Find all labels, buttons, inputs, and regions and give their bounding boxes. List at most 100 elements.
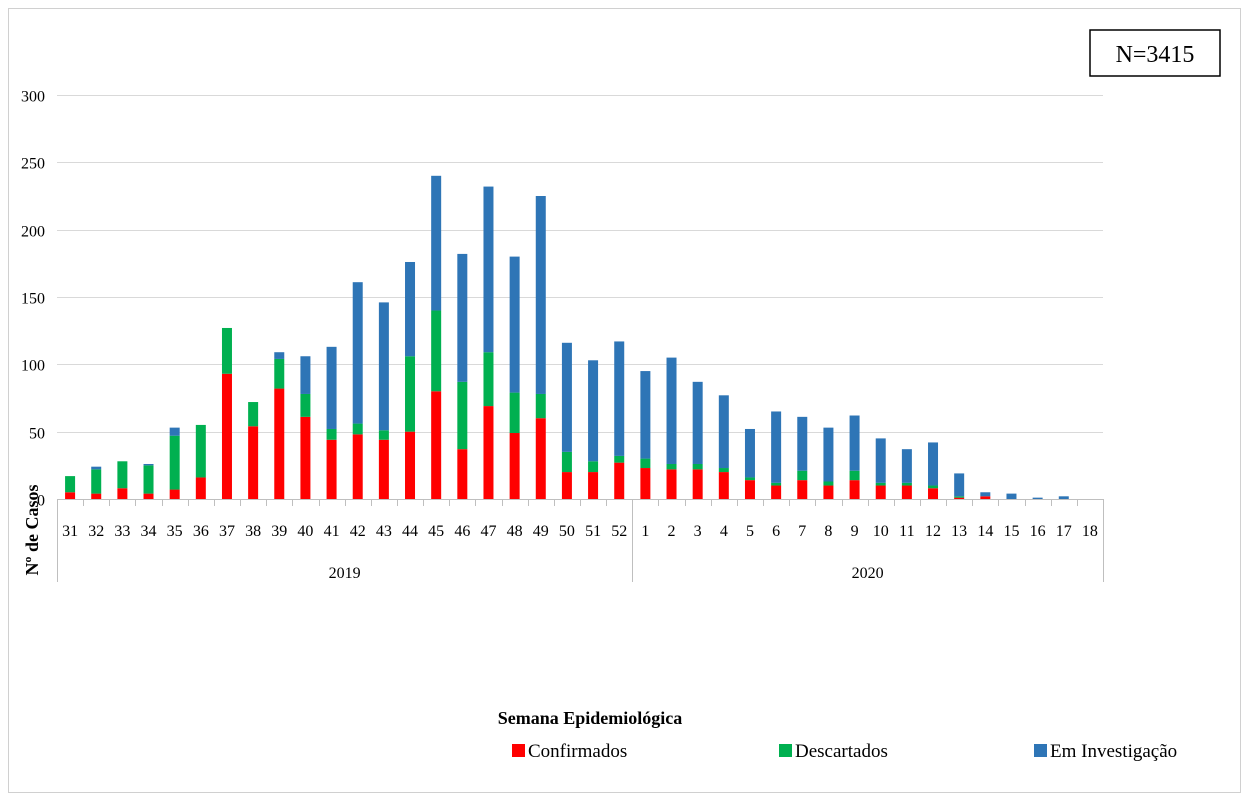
bar-confirmados-10 (875, 485, 886, 499)
bar-em-investigação-35 (169, 427, 180, 436)
legend-label: Confirmados (528, 741, 627, 762)
bar-descartados-6 (771, 482, 782, 486)
bar-descartados-39 (274, 358, 285, 389)
bar-descartados-52 (614, 455, 625, 463)
bar-descartados-51 (588, 461, 599, 473)
x-tick-label: 50 (559, 523, 575, 540)
bar-confirmados-50 (561, 472, 572, 499)
x-tick-label: 8 (824, 523, 832, 540)
x-tick-label: 3 (694, 523, 702, 540)
legend-label: Descartados (795, 741, 888, 762)
x-tick-label: 38 (245, 523, 261, 540)
bar-em-investigação-4 (718, 395, 729, 469)
bar-em-investigação-50 (561, 342, 572, 452)
x-tick-label: 40 (297, 523, 313, 540)
bar-confirmados-39 (274, 388, 285, 499)
bar-descartados-45 (431, 310, 442, 392)
bar-em-investigação-40 (300, 356, 311, 394)
bar-descartados-44 (405, 356, 416, 432)
bar-confirmados-3 (692, 469, 703, 499)
bar-em-investigação-12 (928, 442, 939, 486)
x-tick-label: 48 (507, 523, 523, 540)
bar-confirmados-12 (928, 488, 939, 499)
bar-descartados-5 (744, 477, 755, 481)
bar-descartados-43 (378, 430, 389, 440)
y-tick-label: 0 (37, 493, 45, 510)
bar-confirmados-35 (169, 489, 180, 499)
x-axis-title: Semana Epidemiológica (498, 708, 683, 728)
x-tick-label: 18 (1082, 523, 1098, 540)
bar-em-investigação-52 (614, 341, 625, 456)
bar-em-investigação-7 (797, 416, 808, 471)
y-tick-label: 300 (21, 89, 45, 106)
y-axis-ticks: 0 50 100 150 200 250 300 (21, 89, 45, 510)
bar-descartados-46 (457, 381, 468, 450)
x-tick-label: 44 (402, 523, 418, 540)
y-axis-title: Nº de Casos (22, 485, 42, 576)
bar-descartados-42 (352, 423, 363, 435)
bar-confirmados-40 (300, 416, 311, 499)
bar-confirmados-6 (771, 485, 782, 499)
x-tick-label: 9 (851, 523, 859, 540)
bar-descartados-37 (221, 327, 232, 374)
bar-confirmados-49 (535, 418, 546, 499)
bar-confirmados-46 (457, 449, 468, 499)
bar-descartados-41 (326, 428, 337, 440)
legend-swatch-1 (779, 744, 792, 757)
bar-confirmados-11 (901, 485, 912, 499)
x-tick-label: 14 (977, 523, 993, 540)
bar-em-investigação-5 (744, 428, 755, 478)
x-tick-label: 41 (324, 523, 340, 540)
x-tick-label: 4 (720, 523, 728, 540)
bar-confirmados-5 (744, 480, 755, 499)
bar-confirmados-42 (352, 434, 363, 499)
bar-confirmados-1 (640, 468, 651, 499)
bar-em-investigação-8 (823, 427, 834, 482)
bar-descartados-33 (117, 461, 128, 489)
bar-em-investigação-41 (326, 346, 337, 429)
bar-descartados-1 (640, 458, 651, 469)
bar-em-investigação-14 (980, 492, 991, 497)
bar-descartados-48 (509, 392, 520, 434)
y-tick-label: 200 (21, 224, 45, 241)
bar-em-investigação-48 (509, 256, 520, 393)
legend-label: Em Investigação (1050, 741, 1177, 762)
bar-descartados-50 (561, 451, 572, 473)
bar-confirmados-41 (326, 439, 337, 499)
x-axis-ticks: 31 32 33 34 35 36 37 38 39 40 41 42 43 44 45 46 47 48 49 50… (57, 499, 1104, 540)
bar-descartados-36 (195, 424, 206, 478)
y-tick-label: 150 (21, 291, 45, 308)
y-tick-label: 100 (21, 358, 45, 375)
bar-descartados-13 (954, 496, 965, 498)
x-tick-label: 2 (668, 523, 676, 540)
bar-descartados-4 (718, 468, 729, 473)
bar-confirmados-34 (143, 493, 154, 499)
bar-descartados-49 (535, 393, 546, 419)
bar-em-investigação-2 (666, 357, 677, 464)
bar-em-investigação-46 (457, 253, 468, 382)
bar-confirmados-38 (248, 426, 259, 499)
legend-swatch-2 (1034, 744, 1047, 757)
bar-descartados-2 (666, 463, 677, 470)
bar-confirmados-7 (797, 480, 808, 499)
bar-confirmados-48 (509, 433, 520, 499)
year-label-2020: 2020 (852, 565, 884, 582)
x-tick-label: 45 (428, 523, 444, 540)
bar-confirmados-43 (378, 439, 389, 499)
x-tick-label: 42 (350, 523, 366, 540)
bar-em-investigação-47 (483, 186, 494, 353)
bar-descartados-12 (928, 485, 939, 489)
bar-descartados-3 (692, 463, 703, 470)
bar-descartados-47 (483, 352, 494, 407)
bar-descartados-11 (901, 482, 912, 486)
x-tick-label: 34 (141, 523, 157, 540)
bar-confirmados-44 (405, 431, 416, 499)
x-tick-label: 49 (533, 523, 549, 540)
bar-descartados-9 (849, 470, 860, 481)
bar-descartados-40 (300, 393, 311, 417)
bar-descartados-10 (875, 482, 886, 486)
bar-descartados-8 (823, 481, 834, 486)
x-tick-label: 16 (1030, 523, 1046, 540)
x-tick-label: 52 (611, 523, 627, 540)
